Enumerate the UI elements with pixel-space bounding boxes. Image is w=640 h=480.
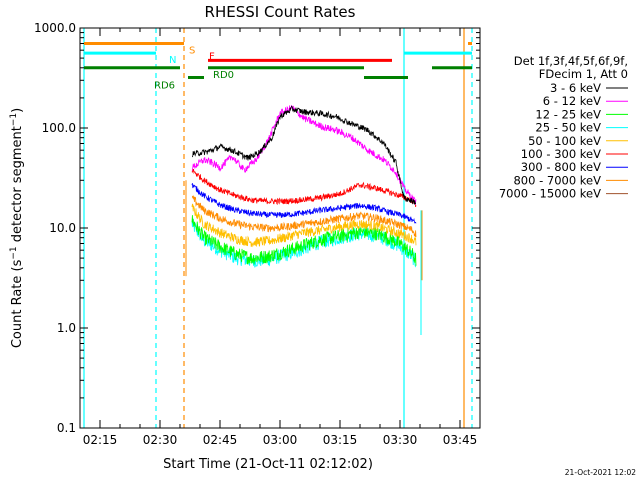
legend-header-1: Det 1f,3f,4f,5f,6f,9f, <box>514 54 628 68</box>
y-axis-ticks: 0.1 1.0 10.0 100.0 1000.0 <box>34 21 480 435</box>
chart-title: RHESSI Count Rates <box>205 3 356 21</box>
attenuator-state-bars: S N F RD0 RD6 <box>84 41 472 91</box>
state-bar-label: N <box>169 55 176 66</box>
series-line <box>191 195 417 238</box>
legend-entry: 12 - 25 keV <box>535 107 601 121</box>
series-line <box>191 215 417 266</box>
x-axis-label: Start Time (21-Oct-11 02:12:02) <box>163 457 373 472</box>
generation-timestamp: 21-Oct-2021 12:02 <box>565 468 636 477</box>
legend: Det 1f,3f,4f,5f,6f,9f, FDecim 1, Att 0 3… <box>499 54 628 201</box>
series-line <box>191 183 417 224</box>
legend-entry: 100 - 300 keV <box>521 147 601 161</box>
state-bar-label: S <box>189 45 195 56</box>
x-tick-label: 03:00 <box>263 433 298 447</box>
state-bar-label: RD0 <box>213 70 234 81</box>
y-tick-label: 100.0 <box>42 121 76 135</box>
series-line <box>192 105 416 205</box>
plot-frame <box>79 27 481 429</box>
state-bar-label: F <box>209 51 215 62</box>
series-line <box>191 105 417 206</box>
state-bar-label: RD6 <box>154 80 175 91</box>
y-tick-label: 0.1 <box>57 421 76 435</box>
legend-entry: 50 - 100 keV <box>528 134 601 148</box>
legend-entry: 7000 - 15000 keV <box>499 187 601 201</box>
legend-entry: 800 - 7000 keV <box>513 173 601 187</box>
legend-header-2: FDecim 1, Att 0 <box>539 67 628 81</box>
series-line <box>191 203 417 248</box>
legend-entry: 25 - 50 keV <box>535 121 601 135</box>
series-lines <box>185 105 423 336</box>
legend-entry: 3 - 6 keV <box>550 81 601 95</box>
legend-entry: 300 - 800 keV <box>521 160 601 174</box>
x-tick-label: 02:30 <box>143 433 178 447</box>
y-tick-label: 1000.0 <box>34 21 76 35</box>
y-tick-label: 1.0 <box>57 321 76 335</box>
x-tick-label: 03:30 <box>383 433 418 447</box>
y-tick-label: 10.0 <box>49 221 76 235</box>
x-tick-label: 02:45 <box>203 433 238 447</box>
series-line <box>191 168 417 207</box>
legend-entry: 6 - 12 keV <box>543 94 601 108</box>
x-tick-label: 03:45 <box>443 433 478 447</box>
x-tick-label: 03:15 <box>323 433 358 447</box>
x-tick-label: 02:15 <box>83 433 118 447</box>
x-axis-ticks: 02:15 02:30 02:45 03:00 03:15 03:30 03:45 <box>79 28 481 447</box>
y-axis-label: Count Rate (s−1 detector segment−1) <box>9 108 25 348</box>
